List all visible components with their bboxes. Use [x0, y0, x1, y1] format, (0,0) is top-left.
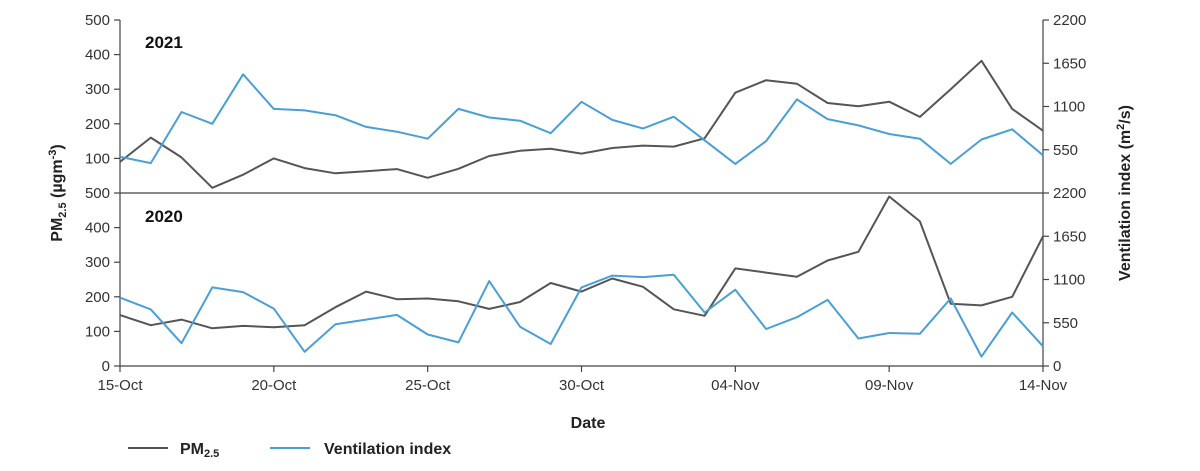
x-tick-label: 04-Nov [711, 377, 760, 394]
series-line-ventilation-2020 [119, 273, 1044, 358]
right-tick-label: 550 [1053, 315, 1078, 332]
right-tick-label: 0 [1053, 358, 1061, 375]
right-tick-label: 2200 [1053, 12, 1086, 29]
right-axis-ticks: 550 1100 1650 2200 0 550 1100 1650 2200 [1043, 12, 1086, 375]
right-tick-label: 2200 [1053, 185, 1086, 202]
right-axis-title-sup: 2 [1115, 124, 1127, 130]
left-tick-label: 200 [85, 116, 110, 133]
left-tick-label: 0 [102, 358, 110, 375]
series-line-pm25-2021 [119, 59, 1044, 189]
left-tick-label: 100 [85, 150, 110, 167]
panel-title-2021: 2021 [145, 33, 183, 52]
right-tick-label: 1100 [1053, 99, 1085, 116]
x-tick-label: 09-Nov [865, 377, 914, 394]
right-axis-title-main: Ventilation index (m [1117, 130, 1134, 281]
right-tick-label: 1100 [1053, 272, 1085, 289]
x-tick-label: 14-Nov [1019, 377, 1068, 394]
left-axis-title-close: ) [49, 144, 66, 149]
legend-label-pm25: PM2.5 [180, 441, 219, 460]
x-axis-title: Date [571, 415, 606, 432]
left-axis-ticks: 100 200 300 400 500 0 100 200 300 400 500 [85, 12, 120, 375]
series-layer [119, 59, 1044, 358]
legend: PM2.5 Ventilation index [128, 441, 451, 460]
left-axis-title-unit: (µgm [49, 159, 66, 202]
panel-title-2020: 2020 [145, 207, 183, 226]
left-axis-title: PM2.5 (µgm-3) [47, 144, 69, 241]
left-tick-label: 500 [85, 185, 110, 202]
left-tick-label: 300 [85, 254, 110, 271]
right-tick-label: 1650 [1053, 55, 1086, 72]
left-tick-label: 200 [85, 289, 110, 306]
x-tick-label: 20-Oct [251, 377, 297, 394]
left-axis-title-sup: -3 [47, 150, 59, 160]
left-tick-label: 300 [85, 81, 110, 98]
right-axis-title: Ventilation index (m2/s) [1115, 105, 1134, 281]
legend-label-ventilation: Ventilation index [324, 441, 451, 458]
x-axis-ticks: 15-Oct 20-Oct 25-Oct 30-Oct 04-Nov 09-Nov 14-N… [97, 366, 1068, 394]
legend-pm25-sub: 2.5 [204, 448, 219, 460]
series-line-ventilation-2021 [119, 73, 1044, 165]
series-line-pm25-2020 [119, 195, 1044, 330]
right-tick-label: 1650 [1053, 228, 1086, 245]
x-tick-label: 25-Oct [405, 377, 451, 394]
left-tick-label: 500 [85, 12, 110, 29]
right-tick-label: 550 [1053, 142, 1078, 159]
left-tick-label: 400 [85, 47, 110, 64]
right-axis-title-close: /s) [1117, 105, 1134, 124]
x-tick-label: 30-Oct [559, 377, 605, 394]
left-tick-label: 100 [85, 323, 110, 340]
x-tick-label: 15-Oct [97, 377, 143, 394]
left-axis-title-sub: 2.5 [57, 202, 69, 217]
left-axis-title-main: PM [49, 218, 66, 242]
legend-pm25-main: PM [180, 441, 204, 458]
left-tick-label: 400 [85, 220, 110, 237]
chart-axes [119, 20, 1044, 367]
